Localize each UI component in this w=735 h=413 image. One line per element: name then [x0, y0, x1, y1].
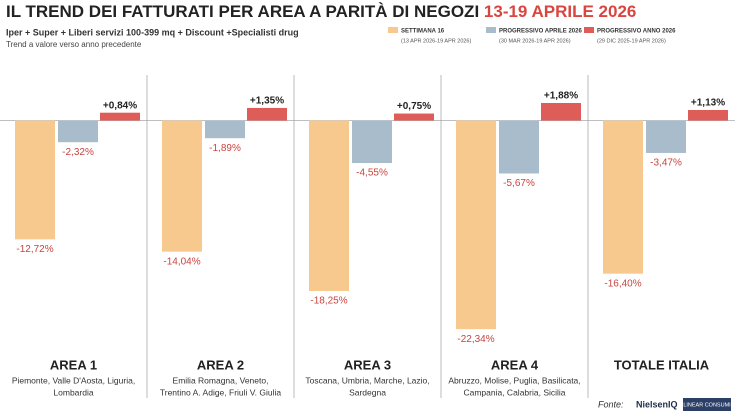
category-note: Emilia Romagna, Veneto, — [173, 375, 269, 385]
bar — [603, 120, 643, 274]
category-label: AREA 1 — [50, 357, 97, 372]
subtitle-2: Trend a valore verso anno precedente — [6, 40, 142, 49]
bar — [247, 107, 287, 121]
value-label: -18,25% — [310, 296, 347, 307]
legend-swatch — [584, 27, 594, 33]
publisher-logo — [683, 398, 731, 411]
source: NielsenIQ — [636, 399, 678, 409]
category-note: Abruzzo, Molise, Puglia, Basilicata, — [448, 375, 580, 385]
value-label: -5,67% — [503, 178, 535, 189]
category-note: Trentino A. Adige, Friuli V. Giulia — [160, 387, 282, 397]
bar — [100, 112, 140, 121]
legend-swatch — [388, 27, 398, 33]
value-label: +0,84% — [103, 100, 137, 111]
bar — [352, 120, 392, 164]
bar — [205, 120, 245, 139]
category-note: Campania, Calabria, Sicilia — [463, 387, 565, 397]
bar — [499, 120, 539, 174]
value-label: -16,40% — [604, 278, 641, 289]
legend-label: SETTIMANA 16 — [401, 29, 445, 35]
legend-label: PROGRESSIVO APRILE 2026 — [499, 29, 582, 35]
chart-title: IL TREND DEI FATTURATI PER AREA A PARITÀ… — [6, 2, 636, 21]
value-label: -4,55% — [356, 168, 388, 179]
category-note: Piemonte, Valle D'Aosta, Liguria, — [12, 375, 135, 385]
category-label: TOTALE ITALIA — [614, 357, 710, 372]
value-label: +1,88% — [544, 91, 578, 102]
bar — [162, 120, 202, 252]
category-note: Sardegna — [349, 387, 386, 397]
source-label: Fonte: — [598, 399, 624, 409]
value-label: -3,47% — [650, 158, 682, 169]
category-note: Lombardia — [53, 387, 93, 397]
category-note: Toscana, Umbria, Marche, Lazio, — [305, 375, 429, 385]
title-highlight: 13-19 APRILE 2026 — [484, 2, 636, 21]
bar — [688, 109, 728, 121]
legend-period: (29 DIC 2025-19 APR 2026) — [597, 38, 666, 44]
value-label: -1,89% — [209, 143, 241, 154]
category-label: AREA 2 — [197, 357, 244, 372]
category-label: AREA 3 — [344, 357, 391, 372]
bar — [394, 113, 434, 121]
value-label: +1,13% — [691, 98, 725, 109]
value-label: -2,32% — [62, 147, 94, 158]
bar — [646, 120, 686, 153]
legend-period: (13 APR 2026-19 APR 2026) — [401, 38, 471, 44]
value-label: -14,04% — [163, 256, 200, 267]
value-label: +1,35% — [250, 96, 284, 107]
legend-label: PROGRESSIVO ANNO 2026 — [597, 29, 676, 35]
value-label: +0,75% — [397, 101, 431, 112]
legend-period: (30 MAR 2026-19 APR 2026) — [499, 38, 571, 44]
bar — [541, 102, 581, 121]
bar — [309, 120, 349, 291]
bar — [58, 120, 98, 143]
title-main: IL TREND DEI FATTURATI PER AREA A PARITÀ… — [6, 2, 479, 21]
subtitle: Iper + Super + Liberi servizi 100-399 mq… — [6, 27, 299, 37]
bar — [15, 120, 55, 240]
category-label: AREA 4 — [491, 357, 539, 372]
bar — [456, 120, 496, 330]
publisher: LINEAR CONSUMI — [683, 402, 731, 408]
value-label: -22,34% — [457, 334, 494, 345]
legend-swatch — [486, 27, 496, 33]
value-label: -12,72% — [16, 244, 53, 255]
